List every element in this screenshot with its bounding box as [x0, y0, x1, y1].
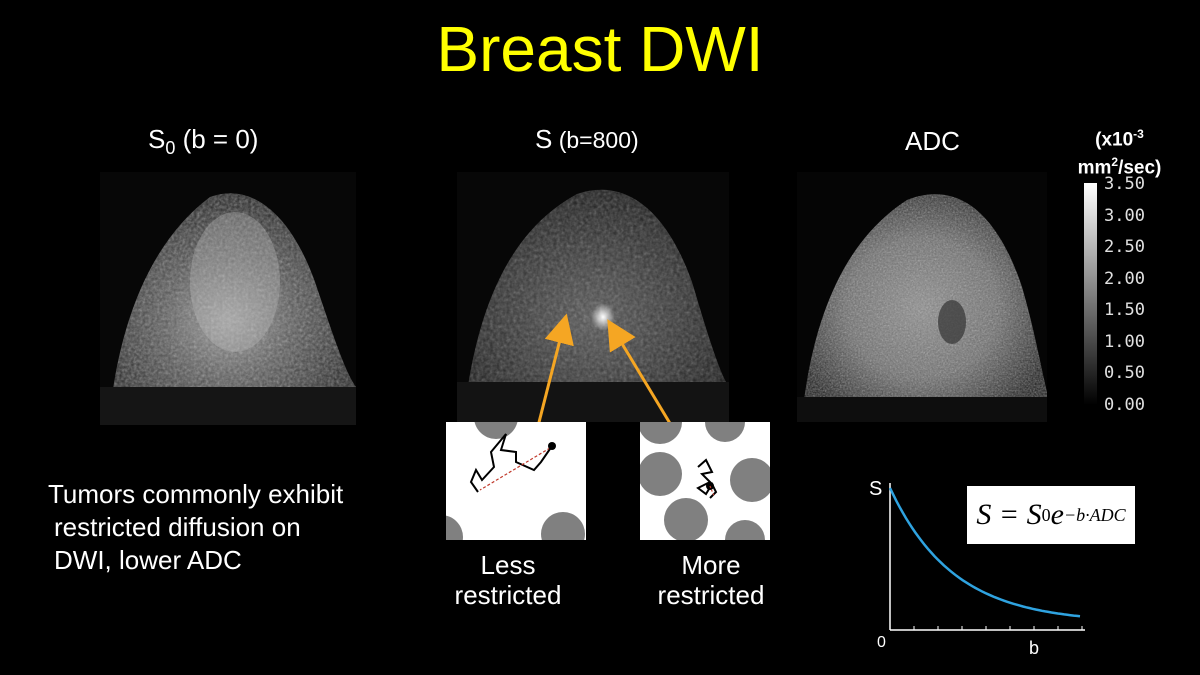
- formula: S = S 0 e −b·ADC: [967, 486, 1135, 544]
- arrow-more: [607, 319, 679, 436]
- arrows: [533, 313, 679, 439]
- colorbar-tick: 2.00: [1104, 268, 1145, 289]
- y-axis-label: S: [869, 478, 883, 500]
- colorbar-tick: 3.00: [1104, 205, 1145, 226]
- colorbar-tick: 0.50: [1104, 363, 1145, 383]
- less-restricted-diagram: [446, 422, 586, 540]
- colorbar-tick: 1.00: [1104, 331, 1145, 352]
- colorbar-tick: 0.00: [1104, 394, 1145, 415]
- less-restricted-caption: Less restricted: [454, 550, 562, 610]
- more-restricted-diagram: [640, 422, 770, 540]
- decay-graph: [888, 483, 1085, 631]
- adc-label: ADC: [905, 126, 960, 156]
- colorbar-unit: (x10-3 mm2/sec): [1077, 127, 1162, 179]
- colorbar-tick: 1.50: [1104, 300, 1145, 320]
- s0-label: S0 (b = 0): [148, 124, 259, 159]
- decay-curve: [888, 487, 1081, 618]
- arrow-less: [533, 313, 574, 439]
- tumor-text: Tumors commonly exhibit restricted diffu…: [48, 479, 344, 575]
- s800-label: S (b=800): [535, 124, 639, 154]
- mri-s800-image: [457, 172, 729, 422]
- x-axis-label: b: [1029, 638, 1040, 658]
- page-title: Breast DWI: [436, 13, 764, 85]
- colorbar-tick: 2.50: [1104, 237, 1145, 257]
- mri-s0-image: [100, 172, 356, 425]
- colorbar: [1084, 183, 1097, 405]
- mri-adc-image: [797, 172, 1047, 422]
- colorbar-tick: 3.50: [1104, 174, 1145, 194]
- origin-label: 0: [877, 634, 886, 651]
- more-restricted-caption: More restricted: [657, 550, 765, 610]
